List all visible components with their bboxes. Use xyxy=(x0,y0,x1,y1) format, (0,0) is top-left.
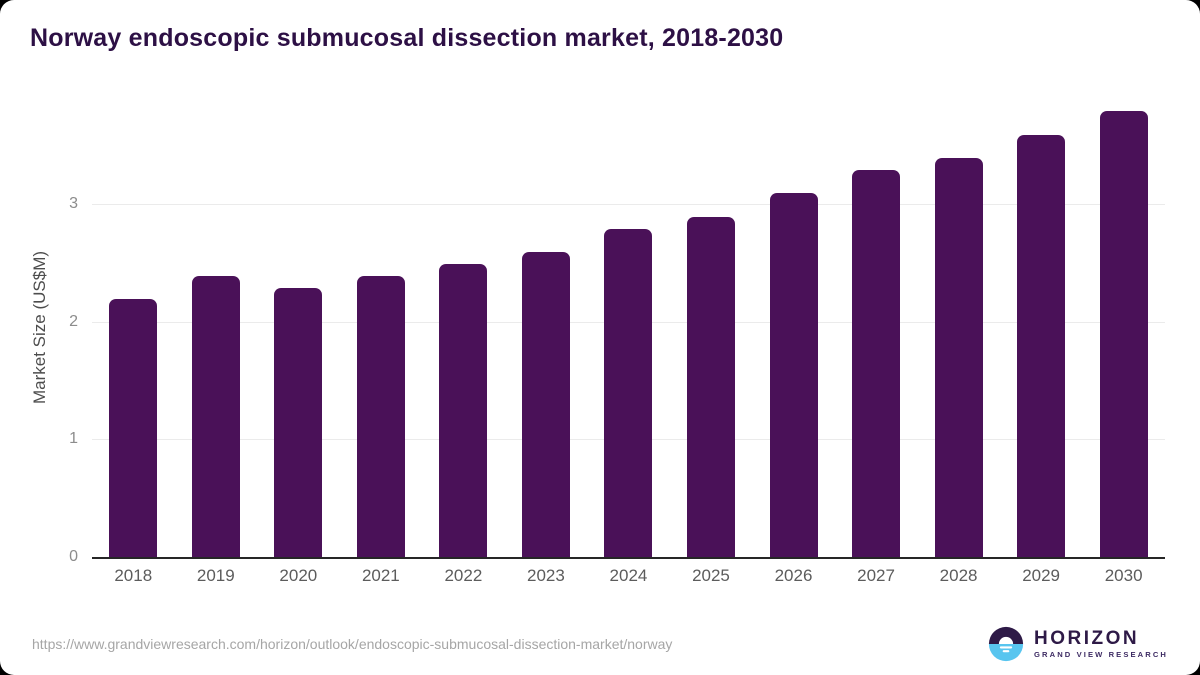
bar-cell-2023 xyxy=(505,97,588,558)
bar-2026 xyxy=(769,193,818,558)
horizon-logo-name: HORIZON xyxy=(1034,627,1140,649)
x-label-2027: 2027 xyxy=(857,566,895,585)
bar-2019 xyxy=(191,275,240,558)
x-label-2018: 2018 xyxy=(114,566,153,585)
gridline-3 xyxy=(92,204,1165,206)
bar-2030 xyxy=(1099,111,1148,558)
bar-cell-2026 xyxy=(752,97,835,558)
bar-cell-2021 xyxy=(340,97,423,558)
bar-cell-2024 xyxy=(587,97,670,558)
bar-cell-2022 xyxy=(422,97,505,558)
bar-cell-2025 xyxy=(670,97,753,558)
footer: https://www.grandviewresearch.com/horizo… xyxy=(0,613,1200,675)
source-url: https://www.grandviewresearch.com/horizo… xyxy=(32,636,673,652)
x-label-2020: 2020 xyxy=(279,566,318,585)
x-label-2029: 2029 xyxy=(1022,566,1061,585)
y-tick-0: 0 xyxy=(69,548,78,565)
bar-cell-2028 xyxy=(917,97,1000,558)
x-axis-line xyxy=(92,557,1165,559)
bar-2025 xyxy=(686,216,735,558)
bar-cell-2029 xyxy=(1000,97,1083,558)
x-label-2024: 2024 xyxy=(609,566,648,585)
y-tick-3: 3 xyxy=(69,195,78,213)
x-label-2028: 2028 xyxy=(939,566,978,585)
bar-2024 xyxy=(604,228,653,558)
bar-2022 xyxy=(439,264,488,558)
bar-cell-2027 xyxy=(835,97,918,558)
horizon-logo-icon xyxy=(987,625,1025,663)
bar-2028 xyxy=(934,158,983,558)
x-label-2022: 2022 xyxy=(444,566,483,585)
bar-cell-2020 xyxy=(257,97,340,558)
bar-2027 xyxy=(852,169,901,558)
x-label-2019: 2019 xyxy=(196,566,235,585)
x-label-2023: 2023 xyxy=(527,566,565,585)
horizon-logo-subtitle: GRAND VIEW RESEARCH xyxy=(1034,650,1168,660)
plot-area xyxy=(92,97,1165,559)
bar-2029 xyxy=(1017,134,1066,558)
bar-2021 xyxy=(356,275,405,558)
x-label-2021: 2021 xyxy=(361,566,400,585)
bar-cell-2019 xyxy=(175,97,258,558)
bar-series xyxy=(92,97,1165,558)
horizon-logo: HORIZON GRAND VIEW RESEARCH xyxy=(987,625,1168,663)
x-label-2025: 2025 xyxy=(692,566,730,585)
bar-cell-2030 xyxy=(1082,97,1165,558)
y-tick-1: 1 xyxy=(69,430,78,448)
chart-title: Norway endoscopic submucosal dissection … xyxy=(30,24,784,52)
bar-2018 xyxy=(109,299,158,558)
y-tick-2: 2 xyxy=(69,312,78,330)
bar-2020 xyxy=(274,287,323,558)
bar-2023 xyxy=(521,252,570,558)
horizon-logo-text: HORIZON GRAND VIEW RESEARCH xyxy=(1034,627,1168,660)
x-axis-labels: 2018 2019 2020 2021 2022 2023 2024 2025 2026 2027… xyxy=(92,566,1165,586)
x-label-2026: 2026 xyxy=(774,566,813,585)
bar-cell-2018 xyxy=(92,97,175,558)
x-label-2030: 2030 xyxy=(1104,566,1143,585)
